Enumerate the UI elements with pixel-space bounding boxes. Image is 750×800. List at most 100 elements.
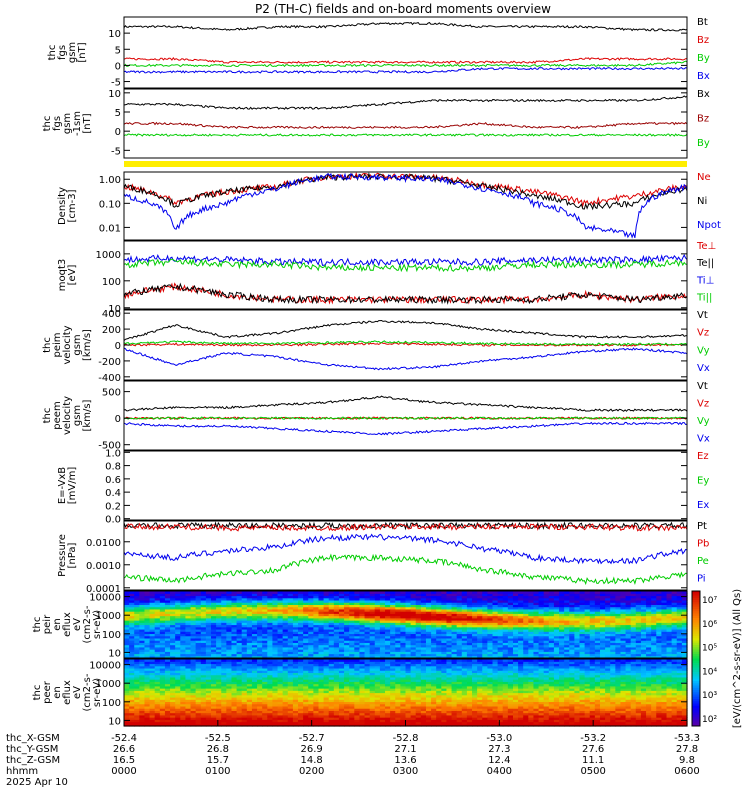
spectrogram-cell (466, 608, 473, 612)
spectrogram-cell (400, 620, 407, 623)
spectrogram-cell (236, 608, 243, 612)
spectrogram-cell (124, 692, 130, 696)
spectrogram-cell (553, 624, 560, 628)
spectrogram-cell (482, 624, 488, 628)
spectrogram-cell (185, 703, 192, 707)
spectrogram-cell (308, 611, 314, 614)
spectrogram-cell (559, 626, 565, 630)
spectrogram-cell (246, 679, 253, 682)
spectrogram-cell (149, 667, 156, 671)
spectrogram-cell (185, 608, 192, 612)
spectrogram-cell (646, 635, 652, 639)
spectrogram-cell (620, 622, 627, 626)
spectrogram-cell (635, 624, 642, 628)
spectrogram-cell (287, 628, 294, 632)
spectrogram-cell (579, 606, 586, 610)
spectrogram-cell (262, 626, 268, 630)
spectrogram-cell (216, 593, 222, 597)
spectrogram-cell (548, 620, 555, 623)
spectrogram-cell (328, 593, 335, 597)
spectrogram-cell (267, 637, 274, 641)
spectrogram-cell (369, 604, 376, 608)
spectrogram-cell (149, 708, 156, 711)
spectrogram-cell (277, 599, 284, 603)
spectrogram-cell (185, 681, 192, 685)
spectrogram-cell (364, 620, 371, 623)
spectrogram-cell (211, 593, 217, 597)
spectrogram-cell (390, 651, 396, 655)
spectrogram-cell (144, 642, 151, 646)
spectrogram-cell (216, 701, 222, 705)
spectrogram-cell (584, 653, 591, 657)
spectrogram-cell (420, 631, 427, 635)
spectrogram-cell (205, 670, 212, 673)
spectrogram-cell (610, 655, 616, 659)
spectrogram-cell (369, 672, 376, 676)
spectrogram-cell (277, 649, 284, 652)
spectrogram-cell (124, 599, 130, 603)
spectrogram-cell (144, 591, 151, 594)
spectrogram-cell (164, 595, 171, 599)
spectrogram-cell (584, 593, 591, 597)
spectrogram-cell (144, 688, 151, 691)
spectrogram-cell (338, 597, 345, 601)
spectrogram-cell (241, 690, 248, 694)
spectrogram-cell (298, 674, 304, 678)
spectrogram-cell (272, 615, 279, 619)
spectrogram-cell (651, 622, 657, 626)
spectrogram-cell (436, 599, 442, 603)
spectrogram-cell (277, 721, 284, 725)
spectrogram-cell (246, 712, 253, 716)
spectrogram-cell (139, 597, 146, 601)
spectrogram-cell (287, 591, 294, 594)
spectrogram-cell (328, 665, 335, 669)
spectrogram-cell (477, 591, 483, 594)
spectrogram-cell (651, 595, 657, 599)
spectrogram-cell (195, 597, 202, 601)
spectrogram-cell (124, 635, 130, 639)
spectrogram-cell (318, 712, 325, 716)
spectrogram-cell (354, 714, 361, 718)
spectrogram-cell (292, 661, 299, 665)
spectrogram-cell (241, 597, 248, 601)
spectrogram-cell (262, 661, 268, 665)
spectrogram-cell (221, 620, 227, 623)
spectrogram-cell (497, 655, 504, 659)
spectrogram-cell (538, 593, 545, 597)
spectrogram-cell (195, 676, 202, 680)
spectrogram-cell (646, 655, 652, 659)
spectrogram-cell (344, 663, 350, 667)
spectrogram-cell (338, 674, 345, 678)
spectrogram-cell (211, 653, 217, 657)
spectrogram-cell (502, 593, 509, 597)
spectrogram-cell (651, 599, 657, 603)
spectrogram-cell (472, 626, 478, 630)
spectrogram-cell (646, 646, 652, 650)
spectrogram-cell (492, 624, 499, 628)
spectrogram-cell (379, 615, 386, 619)
spectrogram-cell (154, 705, 161, 709)
spectrogram-cell (226, 593, 233, 597)
spectrogram-cell (395, 608, 401, 612)
spectrogram-cell (292, 683, 299, 687)
spectrogram-cell (374, 628, 381, 632)
spectrogram-cell (282, 655, 289, 659)
spectrogram-cell (134, 667, 140, 671)
spectrogram-cell (267, 705, 274, 709)
spectrogram-cell (282, 644, 289, 648)
spectrogram-cell (164, 591, 171, 594)
spectrogram-cell (328, 637, 335, 641)
spectrogram-cell (425, 622, 432, 626)
spectrogram-cell (333, 670, 340, 673)
spectrogram-cell (262, 602, 268, 605)
spectrogram-cell (195, 649, 202, 652)
spectrogram-cell (195, 705, 202, 709)
spectrogram-cell (251, 633, 258, 637)
spectrogram-cell (574, 642, 581, 646)
spectrogram-cell (518, 606, 524, 610)
y-label-line: fgs (52, 116, 63, 131)
spectrogram-cell (579, 640, 586, 643)
spectrogram-cell (195, 626, 202, 630)
spectrogram-cell (298, 712, 304, 716)
spectrogram-cell (180, 595, 187, 599)
